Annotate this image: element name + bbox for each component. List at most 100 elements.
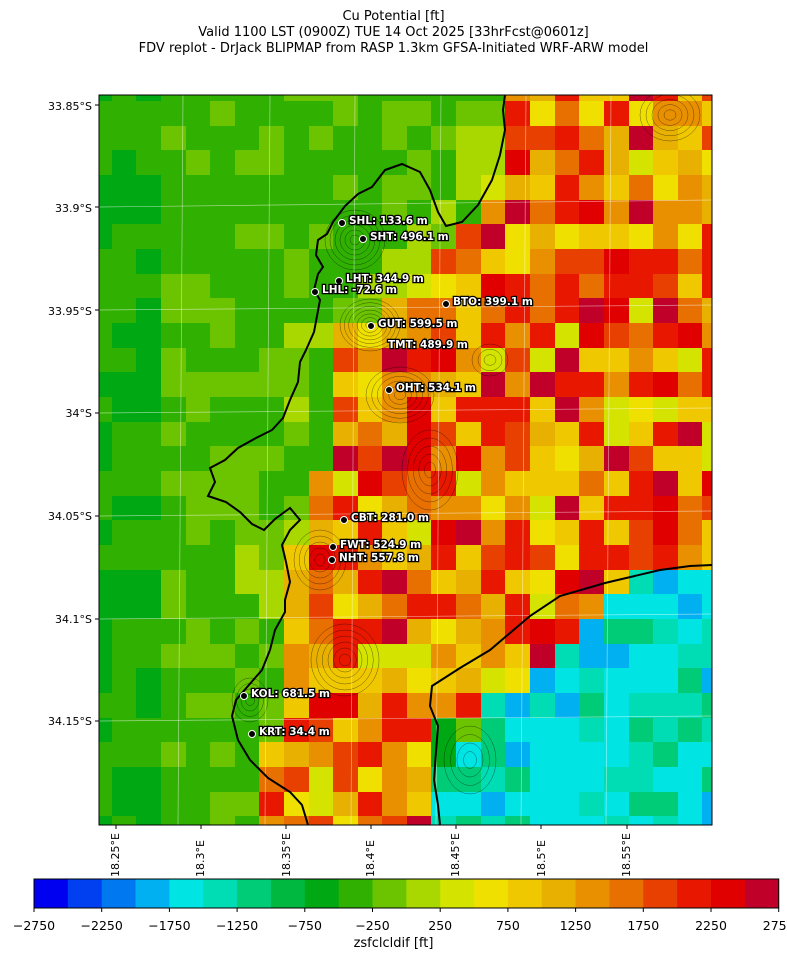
grid-cell: [161, 348, 186, 372]
grid-cell: [678, 126, 702, 150]
grid-cell: [259, 668, 284, 693]
grid-cell: [505, 718, 530, 742]
grid-cell: [210, 644, 235, 668]
grid-cell: [284, 200, 309, 224]
grid-cell: [702, 348, 712, 372]
colorbar-swatch: [67, 879, 103, 908]
grid-cell: [210, 224, 235, 249]
grid-cell: [358, 150, 382, 175]
grid-cell: [112, 298, 136, 323]
station-label: FWT: 524.9 m: [340, 539, 421, 551]
grid-cell: [481, 594, 505, 619]
grid-cell: [530, 619, 555, 644]
grid-cell: [99, 422, 112, 446]
grid-cell: [702, 150, 712, 175]
grid-cell: [653, 323, 678, 348]
grid-cell: [702, 298, 712, 323]
map-source: FDV replot - DrJack BLIPMAP from RASP 1.…: [138, 41, 649, 56]
map-valid-time: Valid 1100 LST (0900Z) TUE 14 Oct 2025 […: [198, 25, 589, 40]
grid-cell: [407, 471, 431, 496]
grid-cell: [333, 126, 358, 150]
grid-cell: [579, 767, 604, 792]
grid-cell: [235, 95, 259, 101]
lat-label: 34.15°S: [48, 715, 92, 728]
grid-cell: [99, 446, 112, 471]
grid-cell: [358, 422, 382, 446]
grid-cell: [136, 668, 161, 693]
grid-cell: [530, 372, 555, 397]
grid-cell: [431, 545, 456, 570]
grid-cell: [579, 323, 604, 348]
lon-label: 18.55°E: [620, 833, 633, 877]
grid-cell: [579, 175, 604, 200]
station-label: TMT: 489.9 m: [388, 339, 468, 351]
colorbar-swatch: [677, 879, 712, 908]
grid-cell: [309, 175, 333, 200]
grid-cell: [259, 298, 284, 323]
grid-cell: [112, 816, 136, 825]
grid-cell: [99, 545, 112, 570]
station-sht: SHT: 496.1 m: [359, 230, 450, 244]
grid-cell: [653, 372, 678, 397]
grid-cell: [99, 397, 112, 422]
grid-cell: [259, 816, 284, 825]
grid-cell: [629, 718, 653, 742]
grid-cell: [678, 200, 702, 224]
station-shl: SHL: 133.6 m: [338, 214, 429, 228]
grid-cell: [431, 570, 456, 594]
grid-cell: [309, 594, 333, 619]
grid-cell: [579, 200, 604, 224]
grid-cell: [604, 298, 629, 323]
grid-cell: [284, 644, 309, 668]
grid-cell: [629, 594, 653, 619]
grid-cell: [702, 570, 712, 594]
grid-cell: [382, 816, 407, 825]
contour-line: [450, 734, 490, 786]
grid-cell: [112, 372, 136, 397]
grid-cell: [186, 323, 210, 348]
grid-cell: [505, 175, 530, 200]
grid-cell: [604, 150, 629, 175]
grid-cell: [431, 619, 456, 644]
grid-cell: [456, 200, 481, 224]
grid-cell: [309, 644, 333, 668]
grid-cell: [235, 397, 259, 422]
grid-cell: [259, 397, 284, 422]
grid-cell: [653, 668, 678, 693]
grid-cell: [186, 422, 210, 446]
grid-cell: [579, 397, 604, 422]
grid-cell: [309, 95, 333, 101]
grid-cell: [112, 200, 136, 224]
parallel-line: [99, 510, 712, 517]
grid-cell: [259, 594, 284, 619]
grid-cell: [505, 496, 530, 520]
grid-cell: [678, 175, 702, 200]
grid-cell: [210, 816, 235, 825]
grid-cell: [112, 668, 136, 693]
grid-cell: [407, 742, 431, 767]
grid-cell: [358, 742, 382, 767]
grid-cell: [136, 644, 161, 668]
colorbar-swatch: [643, 879, 678, 908]
grid-cell: [235, 816, 259, 825]
grid-cell: [235, 792, 259, 816]
grid-cell: [579, 298, 604, 323]
lon-label: 18.35°E: [280, 833, 293, 877]
grid-cell: [530, 792, 555, 816]
grid-cell: [235, 767, 259, 792]
grid-cell: [530, 274, 555, 298]
grid-cell: [407, 175, 431, 200]
grid-cell: [555, 520, 579, 545]
grid-cell: [653, 397, 678, 422]
grid-cell: [505, 619, 530, 644]
grid-cell: [309, 693, 333, 718]
grid-cell: [530, 545, 555, 570]
grid-cell: [136, 594, 161, 619]
station-lhl: LHL: -72.6 m: [311, 283, 398, 297]
grid-cell: [702, 644, 712, 668]
grid-cell: [309, 816, 333, 825]
contour-line: [463, 751, 477, 769]
grid-cell: [210, 126, 235, 150]
grid-cell: [186, 397, 210, 422]
grid-cell: [653, 126, 678, 150]
